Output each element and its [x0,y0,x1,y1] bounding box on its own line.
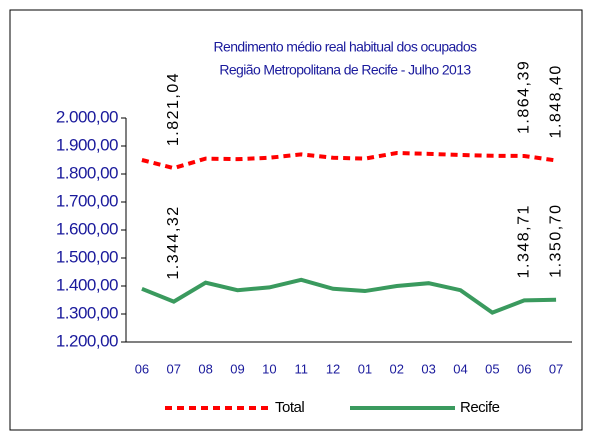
y-tick-label: 2.000,00 [56,107,118,126]
x-tick-label: 09 [230,361,244,376]
series-line [141,150,557,171]
chart-subtitle: Região Metropolitana de Recife - Julho 2… [219,62,471,78]
x-tick-label: 10 [262,361,276,376]
x-tick-label: 03 [421,361,435,376]
y-tick-label: 1.200,00 [56,331,118,350]
data-label: 1.848,40 [547,64,564,138]
data-label: 1.344,32 [165,205,182,279]
x-tick-label: 08 [198,361,212,376]
x-tick-label: 02 [390,361,404,376]
x-tick-label: 04 [453,361,467,376]
legend-label: Recife [460,399,500,416]
x-tick-label: 11 [294,361,308,376]
y-tick-label: 1.700,00 [56,191,118,210]
legend-label: Total [275,399,304,416]
data-label: 1.348,71 [515,204,532,278]
y-tick-label: 1.500,00 [56,247,118,266]
x-tick-label: 07 [549,361,563,376]
y-tick-label: 1.800,00 [56,163,118,182]
data-label: 1.864,39 [515,60,532,134]
y-tick-label: 1.600,00 [56,219,118,238]
x-tick-label: 12 [326,361,340,376]
chart-title: Rendimento médio real habitual dos ocupa… [214,39,478,55]
series-line [141,277,557,315]
y-tick-label: 1.300,00 [56,303,118,322]
chart-frame [9,9,583,431]
x-tick-label: 01 [358,361,372,376]
y-tick-label: 1.400,00 [56,275,118,294]
x-tick-label: 06 [135,361,149,376]
x-tick-label: 05 [485,361,499,376]
x-tick-label: 06 [517,361,531,376]
y-tick-label: 1.900,00 [56,135,118,154]
data-label: 1.350,70 [547,204,564,278]
data-label: 1.821,04 [165,72,182,146]
x-tick-label: 07 [167,361,181,376]
